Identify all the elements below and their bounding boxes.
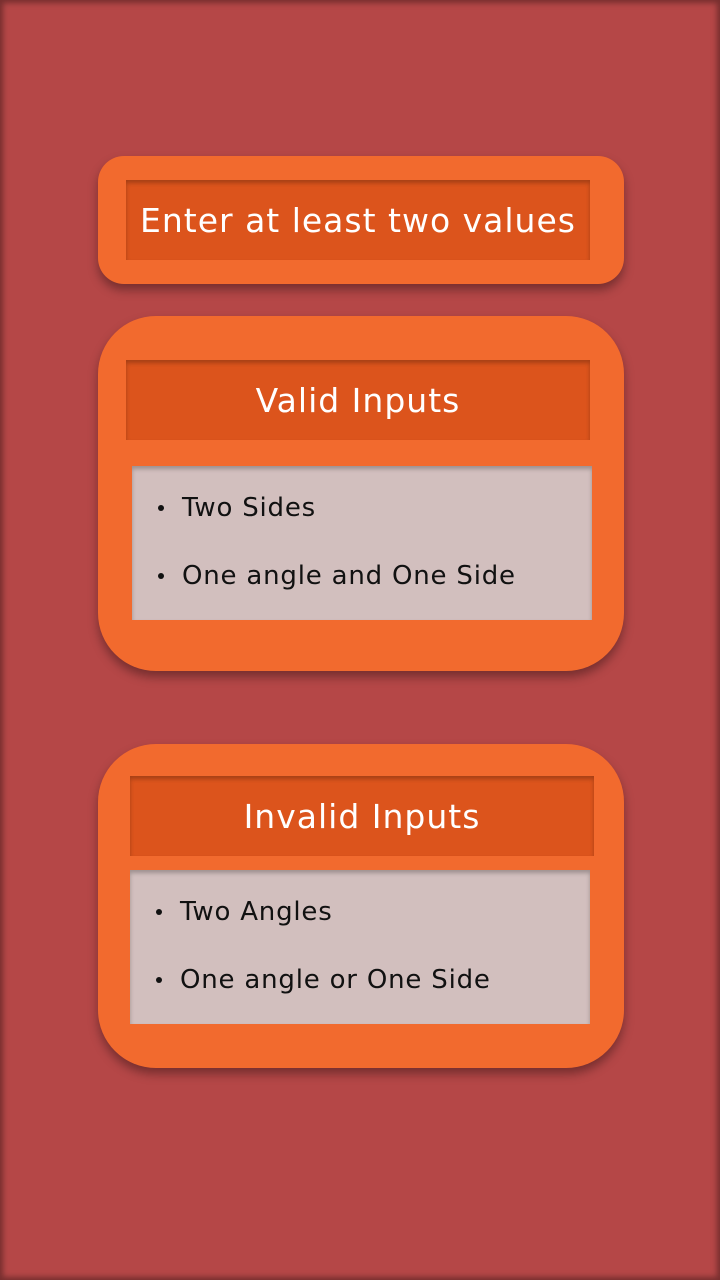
list-item-label: One angle and One Side	[182, 561, 516, 591]
bullet-icon	[156, 977, 162, 983]
list-item: One angle or One Side	[130, 960, 590, 1000]
list-item-label: Two Angles	[180, 897, 333, 927]
invalid-inputs-title: Invalid Inputs	[130, 776, 594, 856]
list-item: Two Angles	[130, 892, 590, 932]
bullet-icon	[158, 573, 164, 579]
valid-inputs-card: Valid Inputs Two Sides One angle and One…	[98, 316, 624, 671]
bullet-icon	[156, 909, 162, 915]
list-item: One angle and One Side	[132, 556, 592, 596]
list-item-label: Two Sides	[182, 493, 316, 523]
list-item: Two Sides	[132, 488, 592, 528]
invalid-inputs-list: Two Angles One angle or One Side	[130, 870, 590, 1024]
valid-inputs-title: Valid Inputs	[126, 360, 590, 440]
header-card: Enter at least two values	[98, 156, 624, 284]
header-title: Enter at least two values	[126, 180, 590, 260]
list-item-label: One angle or One Side	[180, 965, 491, 995]
valid-inputs-list: Two Sides One angle and One Side	[132, 466, 592, 620]
bullet-icon	[158, 505, 164, 511]
invalid-inputs-card: Invalid Inputs Two Angles One angle or O…	[98, 744, 624, 1068]
